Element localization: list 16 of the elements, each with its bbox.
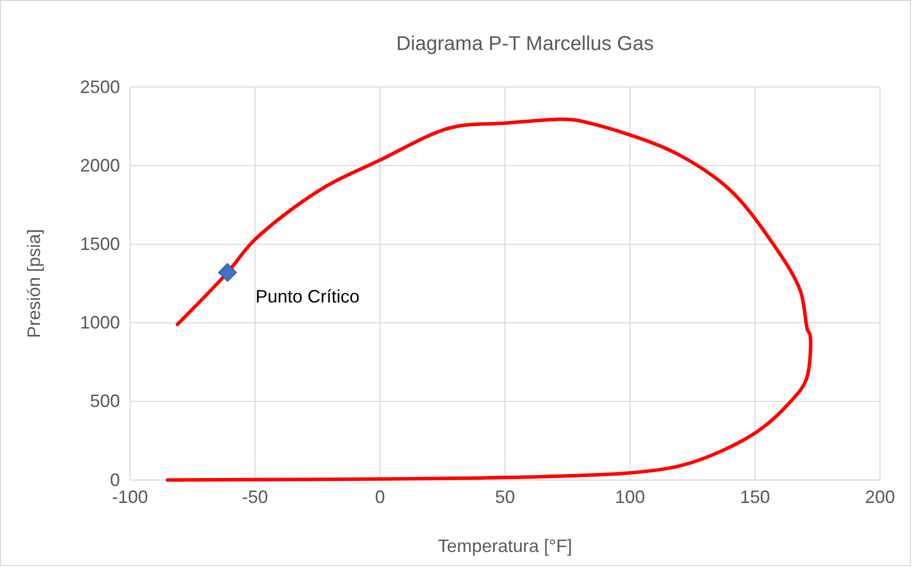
chart-title: Diagrama P-T Marcellus Gas	[396, 33, 654, 55]
annotation: Punto Crítico	[256, 286, 360, 306]
x-tick-label: 100	[614, 486, 646, 507]
x-tick-label: 150	[740, 486, 770, 507]
x-axis-title: Temperatura [°F]	[438, 536, 572, 556]
y-axis-title: Presión [psia]	[24, 228, 44, 338]
line-series	[166, 117, 812, 482]
y-tick-label: 2000	[80, 155, 120, 176]
y-tick-label: 2500	[80, 76, 120, 97]
x-tick-label: -50	[242, 486, 268, 507]
x-tick-label: 200	[864, 486, 896, 507]
x-tick-label: 0	[374, 486, 386, 507]
y-tick-label: 1500	[80, 234, 120, 254]
y-tick-label: 500	[90, 391, 120, 412]
x-tick-label: 50	[494, 486, 516, 507]
y-tick-label: 1000	[80, 312, 120, 333]
